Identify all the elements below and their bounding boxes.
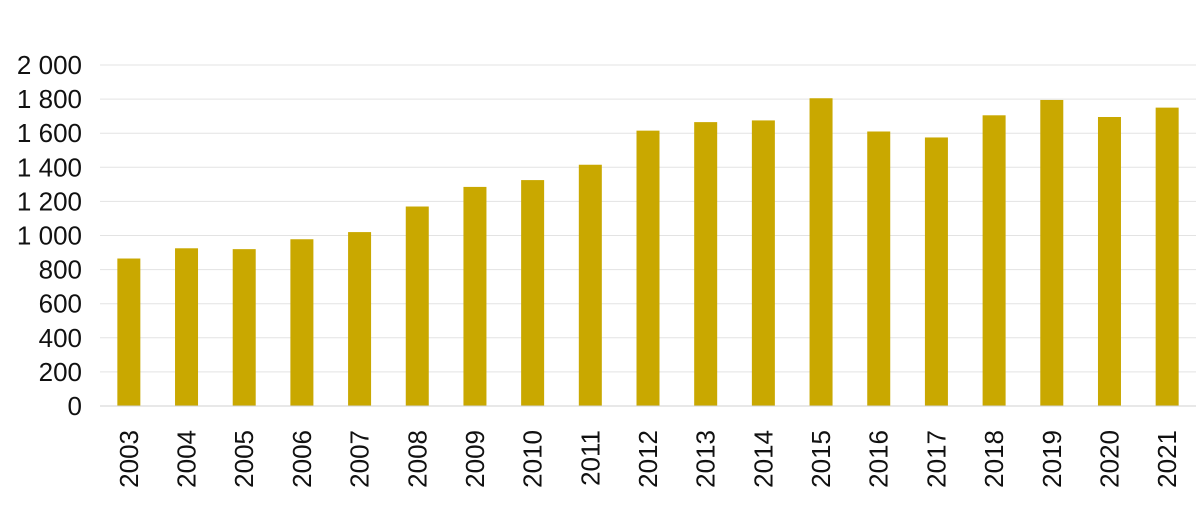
x-tick-label: 2007 (345, 430, 375, 488)
bar-2006 (290, 239, 314, 406)
x-tick-label: 2018 (979, 430, 1009, 488)
y-tick-label: 800 (39, 255, 82, 285)
y-tick-label: 1 200 (17, 186, 82, 216)
bar-2015 (809, 98, 833, 406)
bar-2007 (348, 232, 372, 406)
x-tick-label: 2009 (460, 430, 490, 488)
bar-2010 (521, 180, 545, 406)
bar-2013 (694, 122, 718, 407)
y-tick-label: 200 (39, 357, 82, 387)
x-tick-label: 2006 (287, 430, 317, 488)
y-tick-label: 1 600 (17, 118, 82, 148)
x-tick-label: 2019 (1037, 430, 1067, 488)
bar-2019 (1040, 99, 1064, 406)
y-tick-label: 2 000 (17, 50, 82, 80)
bar-2017 (924, 137, 948, 406)
x-tick-label: 2016 (864, 430, 894, 488)
x-tick-label: 2014 (748, 430, 778, 488)
bar-2008 (405, 206, 429, 406)
y-tick-label: 1 000 (17, 221, 82, 251)
x-tick-label: 2005 (229, 430, 259, 488)
x-tick-label: 2011 (575, 430, 605, 486)
y-tick-label: 400 (39, 323, 82, 353)
bar-2020 (1097, 117, 1121, 406)
x-axis-tick-labels: 2003 2004 2005 2006 2007 2008 2009 2010 2011 2012… (114, 430, 1182, 488)
y-tick-label: 1 800 (17, 84, 82, 114)
bar-2004 (175, 248, 199, 406)
bars (117, 98, 1179, 407)
x-tick-label: 2004 (172, 430, 202, 488)
x-tick-label: 2013 (691, 430, 721, 488)
bar-2009 (463, 186, 487, 406)
x-tick-label: 2003 (114, 430, 144, 488)
y-tick-label: 1 400 (17, 152, 82, 182)
x-tick-label: 2012 (633, 430, 663, 488)
bar-2011 (578, 164, 602, 406)
bar-2016 (867, 131, 891, 406)
bar-2012 (636, 130, 660, 406)
bar-2005 (232, 249, 256, 406)
y-axis-tick-labels: 0 200 400 600 800 1 000 1 200 1 400 1 600 1 800 2 … (17, 50, 82, 421)
bar-2003 (117, 258, 141, 406)
bar-2014 (751, 120, 775, 406)
x-tick-label: 2010 (518, 430, 548, 488)
y-tick-label: 600 (39, 289, 82, 319)
bar-2018 (982, 115, 1006, 407)
y-tick-label: 0 (68, 391, 82, 421)
x-tick-label: 2017 (921, 430, 951, 488)
x-tick-label: 2008 (402, 430, 432, 488)
x-tick-label: 2015 (806, 430, 836, 488)
x-tick-label: 2020 (1094, 430, 1124, 488)
x-tick-label: 2021 (1152, 430, 1182, 488)
bar-2021 (1155, 107, 1179, 406)
